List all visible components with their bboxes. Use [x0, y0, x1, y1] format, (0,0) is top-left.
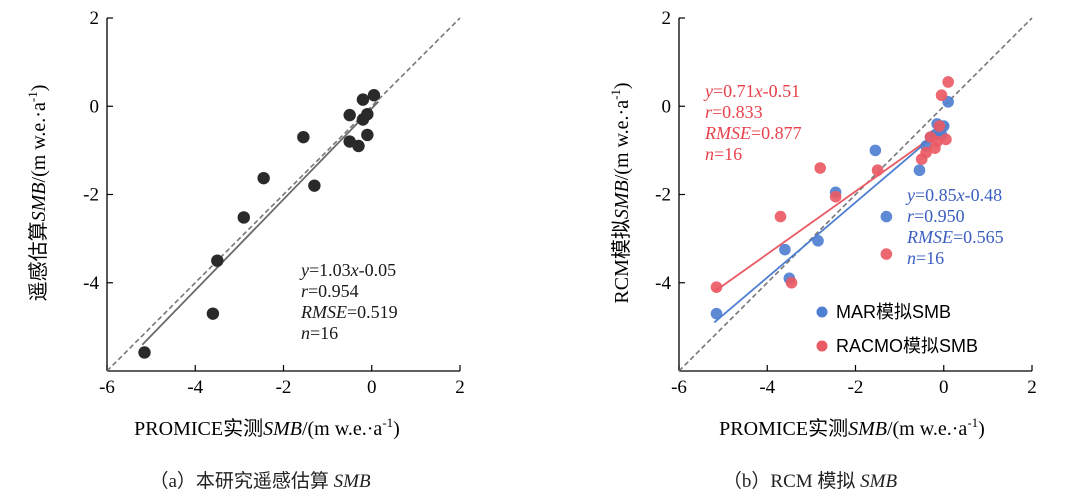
panel-b-data-point-series-1	[880, 210, 893, 223]
panel-b-data-point-series-2	[871, 164, 884, 177]
panel-b-one-to-one-line	[678, 17, 1033, 372]
panel-b-y-tick-label: 0	[662, 96, 672, 117]
panel-b-data-point-series-2	[942, 76, 954, 88]
panel-a-data-point-series-1	[211, 254, 224, 267]
panel-a-fit-line	[141, 101, 380, 346]
panel-b-racmo-annotation: y=0.71x-0.51 r=0.833 RMSE=0.877 n=16	[703, 81, 806, 164]
panel-a-y-axis-label: 遥感估算SMB/(m w.e.·a-1)	[25, 85, 50, 302]
panel-b-x-tick-label: 0	[939, 377, 949, 398]
panel-b-y-tick-label: -2	[655, 185, 671, 206]
panel-a-data-point-series-1	[297, 130, 310, 144]
panel-b-caption: （b）RCM 模拟 SMB	[723, 470, 898, 492]
panel-a: -6 -4 -2 0 2 2 0 -2 -4 PROMICE实测SMB/(m w.e.·a-1)…	[25, 8, 465, 492]
panel-b-data-point-series-2	[933, 120, 946, 132]
panel-a-data-point-series-1	[308, 179, 321, 192]
panel-a-y-tick-label: -4	[83, 273, 99, 294]
panel-a-x-tick-label: 0	[367, 377, 377, 398]
panel-a-plot-area: -6 -4 -2 0 2 2 0 -2 -4	[83, 8, 465, 398]
panel-b: -6 -4 -2 0 2 2 0 -2 -4 PROMICE实测SMB/(m w.e.·a-1)…	[608, 8, 1037, 492]
panel-b-data-point-series-2	[940, 133, 952, 146]
panel-b-data-point-series-2	[880, 248, 893, 260]
panel-b-data-point-series-1	[869, 144, 882, 157]
panel-b-data-point-series-1	[812, 235, 824, 247]
legend-marker-mar	[816, 306, 828, 318]
panel-a-data-point-series-1	[361, 107, 374, 121]
panel-b-legend: MAR模拟SMB RACMO模拟SMB	[816, 302, 978, 356]
panel-b-fit-line-series-2	[713, 124, 949, 293]
panel-a-data-point-series-1	[361, 128, 374, 142]
panel-b-fit-line-series-1	[713, 122, 949, 324]
panel-b-data-point-series-2	[814, 162, 826, 174]
panel-a-data-point-series-1	[352, 139, 365, 153]
panel-a-data-point-series-1	[367, 89, 381, 102]
panel-a-y-tick-label: -2	[83, 185, 99, 206]
panel-a-x-tick-label: -4	[187, 377, 203, 398]
panel-a-y-tick-label: 2	[90, 8, 100, 29]
panel-b-data-point-series-2	[931, 135, 943, 148]
panel-b-x-tick-label: -6	[671, 377, 687, 398]
panel-a-data-point-series-1	[343, 108, 356, 122]
panel-b-y-tick-label: -4	[655, 273, 671, 294]
panel-a-data-point-series-1	[138, 346, 151, 359]
panel-b-data-point-series-2	[774, 210, 787, 223]
panel-a-fit-annotation: y=1.03x-0.05 r=0.954 RMSE=0.519 n=16	[299, 260, 402, 343]
panel-b-y-tick-label: 2	[662, 8, 672, 29]
panel-b-data-point-series-1	[779, 243, 791, 256]
panel-a-data-point-series-1	[356, 93, 370, 106]
legend-marker-racmo	[816, 340, 828, 352]
panel-a-one-to-one-line	[106, 17, 461, 372]
panel-a-data-point-series-1	[206, 307, 220, 320]
panel-a-x-tick-label: 2	[455, 377, 465, 398]
panel-a-x-tick-label: -6	[99, 377, 115, 398]
panel-a-x-axis-label: PROMICE实测SMB/(m w.e.·a-1)	[134, 415, 400, 440]
panel-b-data-point-series-1	[913, 164, 926, 177]
panel-b-data-point-series-1	[710, 307, 723, 320]
panel-a-data-point-series-1	[257, 171, 270, 185]
panel-b-data-point-series-2	[935, 89, 948, 102]
panel-b-data-point-series-2	[710, 281, 723, 293]
panel-a-caption: （a）本研究遥感估算 SMB	[149, 470, 371, 492]
panel-a-x-tick-label: -2	[276, 377, 292, 398]
panel-b-plot-area: -6 -4 -2 0 2 2 0 -2 -4	[655, 8, 1037, 398]
panel-b-x-tick-label: -4	[759, 377, 775, 398]
legend-label-racmo: RACMO模拟SMB	[836, 336, 978, 356]
panel-b-data-point-series-2	[785, 276, 798, 289]
legend-label-mar: MAR模拟SMB	[836, 302, 951, 322]
panel-b-x-axis-label: PROMICE实测SMB/(m w.e.·a-1)	[719, 415, 985, 440]
panel-b-x-tick-label: -2	[848, 377, 864, 398]
panel-b-mar-annotation: y=0.85x-0.48 r=0.950 RMSE=0.565 n=16	[905, 185, 1008, 268]
panel-b-x-tick-label: 2	[1027, 377, 1037, 398]
panel-a-data-point-series-1	[237, 211, 250, 224]
panel-a-y-tick-label: 0	[90, 96, 100, 117]
panel-b-y-axis-label: RCM模拟SMB/(m w.e.·a-1)	[608, 82, 633, 303]
panel-b-data-point-series-2	[920, 146, 932, 159]
panel-b-data-point-series-2	[829, 190, 842, 203]
